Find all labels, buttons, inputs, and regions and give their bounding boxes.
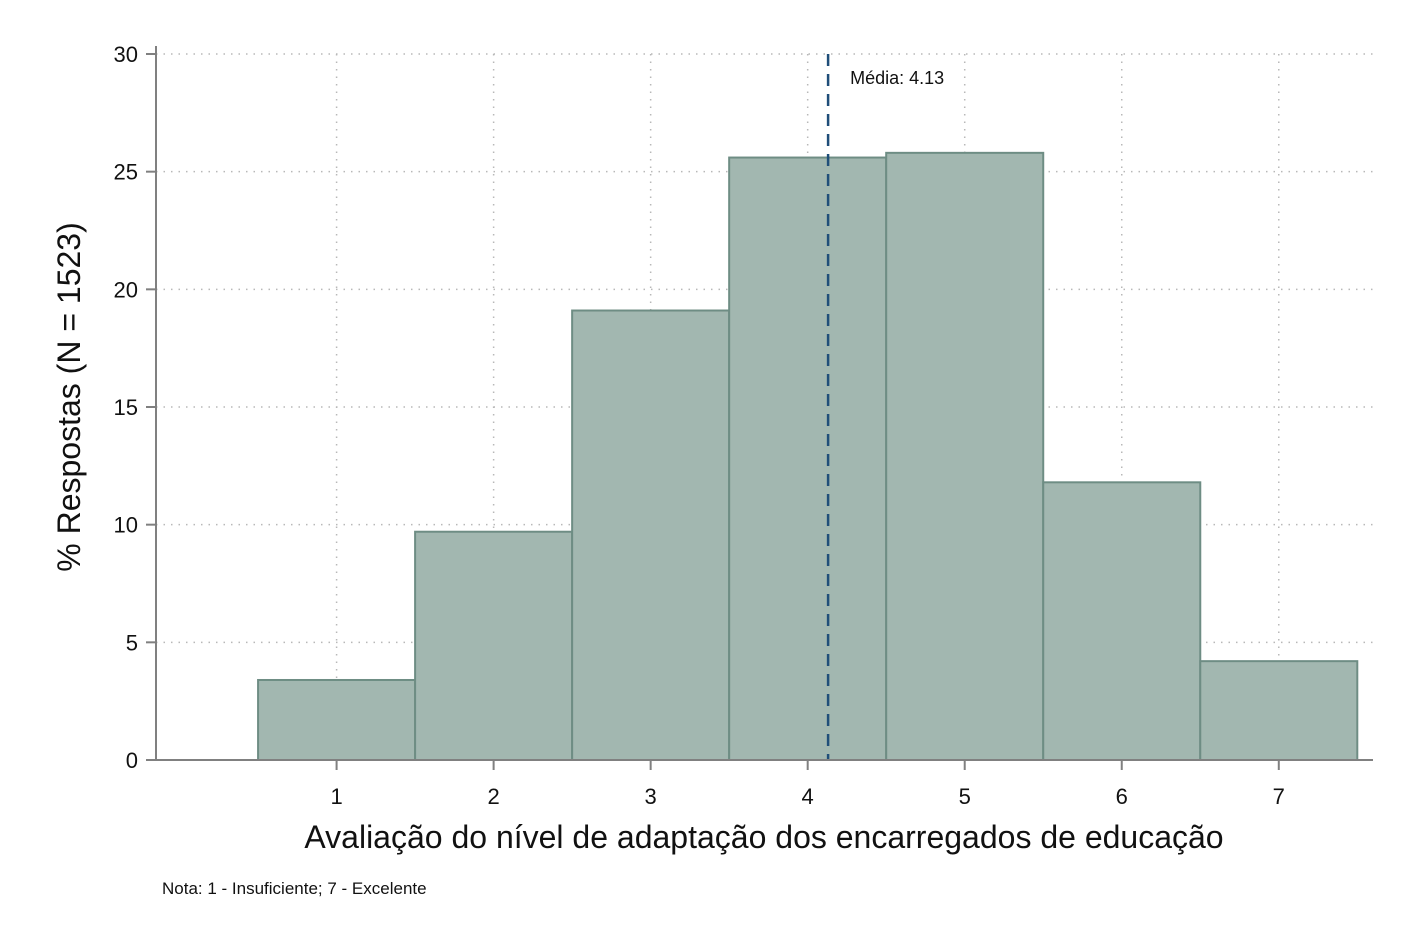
bar-7: [1199, 660, 1359, 761]
bar-2: [414, 530, 574, 762]
bar-4: [728, 156, 888, 761]
x-tick-label-1: 1: [330, 784, 342, 809]
x-tick-label-3: 3: [645, 784, 657, 809]
chart-note: Nota: 1 - Insuficiente; 7 - Excelente: [162, 879, 427, 898]
x-tick-label-5: 5: [959, 784, 971, 809]
bar-5: [885, 151, 1045, 761]
x-tick-label-4: 4: [802, 784, 814, 809]
y-tick-label-10: 10: [114, 513, 138, 538]
x-axis-ticks: 1 2 3 4 5 6 7: [330, 760, 1285, 809]
bar-6: [1042, 481, 1202, 761]
y-tick-label-30: 30: [114, 42, 138, 67]
bar-3: [571, 309, 731, 761]
y-tick-label-25: 25: [114, 160, 138, 185]
mean-label: Média: 4.13: [850, 68, 944, 88]
y-tick-label-5: 5: [126, 630, 138, 655]
y-axis-title: % Respostas (N = 1523): [51, 222, 87, 572]
x-tick-label-6: 6: [1116, 784, 1128, 809]
y-axis-ticks: 0 5 10 15 20 25 30: [114, 42, 156, 773]
x-axis-title: Avaliação do nível de adaptação dos enca…: [304, 819, 1223, 855]
bar-1: [257, 678, 417, 762]
x-tick-label-7: 7: [1273, 784, 1285, 809]
y-tick-label-20: 20: [114, 277, 138, 302]
y-tick-label-15: 15: [114, 395, 138, 420]
y-tick-label-0: 0: [126, 748, 138, 773]
mean-marker: Média: 4.13: [826, 54, 944, 760]
x-tick-label-2: 2: [487, 784, 499, 809]
bars: [257, 151, 1359, 762]
axes: [155, 46, 1373, 761]
